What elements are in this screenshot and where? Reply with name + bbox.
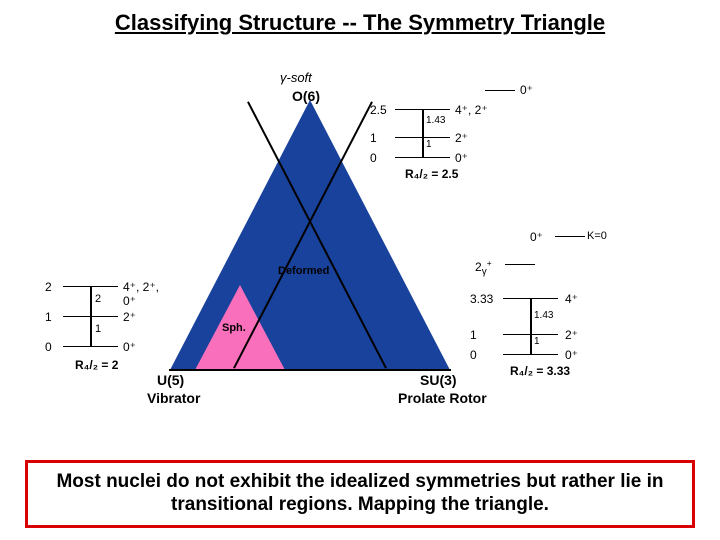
beta-line-k0 — [555, 236, 585, 237]
spectrum-u5: 2 4⁺, 2⁺, 0⁺ 1 2⁺ 0 0⁺ 2 1 R₄/₂ = 2 — [45, 280, 175, 370]
triangle-edge-bottom — [169, 369, 451, 371]
label-spherical: Sph. — [222, 322, 246, 334]
u5-j0: 0⁺ — [123, 340, 136, 354]
u5-arrow — [90, 286, 92, 346]
u5-gap1: 1 — [95, 323, 101, 335]
su3-e2: 3.33 — [470, 292, 493, 306]
beta-0plus: 0⁺ — [530, 230, 543, 244]
u5-e0: 0 — [45, 340, 52, 354]
vertex-br-desc: Prolate Rotor — [398, 390, 487, 406]
u5-r42: R₄/₂ = 2 — [75, 358, 118, 372]
o6-e1: 1 — [370, 131, 377, 145]
o6-gap1: 1 — [426, 139, 432, 150]
vertex-bl-desc: Vibrator — [147, 390, 200, 406]
beta-k0: K=0 — [587, 230, 607, 242]
vertex-top-group: O(6) — [292, 88, 320, 104]
u5-j2: 4⁺, 2⁺, 0⁺ — [123, 280, 175, 308]
u5-e2: 2 — [45, 280, 52, 294]
o6-j0: 0⁺ — [455, 151, 468, 165]
spectrum-beta: 0⁺ K=0 2γ+ — [475, 230, 595, 280]
o6-lvl0 — [395, 157, 450, 158]
u5-gap2: 2 — [95, 293, 101, 305]
o6-e2: 2.5 — [370, 103, 387, 117]
su3-j1: 2⁺ — [565, 328, 578, 342]
o6-r42: R₄/₂ = 2.5 — [405, 167, 458, 181]
u5-j1: 2⁺ — [123, 310, 136, 324]
vertex-bl-group: U(5) — [157, 372, 184, 388]
su3-r42: R₄/₂ = 3.33 — [510, 364, 570, 378]
o6-arrow — [422, 109, 424, 157]
footer-callout: Most nuclei do not exhibit the idealized… — [25, 460, 695, 528]
su3-j2: 4⁺ — [565, 292, 578, 306]
o6-j2: 4⁺, 2⁺ — [455, 103, 488, 117]
su3-j0: 0⁺ — [565, 348, 578, 362]
su3-gap2: 1.43 — [534, 310, 553, 321]
u5-lvl-line-0 — [63, 346, 118, 347]
o6-j3: 0⁺ — [520, 83, 533, 97]
su3-e0: 0 — [470, 348, 477, 362]
beta-2g: 2γ+ — [475, 258, 492, 277]
su3-arrow — [530, 298, 532, 354]
spectrum-su3: 3.33 4⁺ 1 2⁺ 0 0⁺ 1.43 1 R₄/₂ = 3.33 — [470, 292, 670, 387]
vertex-br-group: SU(3) — [420, 372, 457, 388]
o6-j1: 2⁺ — [455, 131, 468, 145]
o6-gap2: 1.43 — [426, 115, 445, 126]
beta-line-2g — [505, 264, 535, 265]
su3-e1: 1 — [470, 328, 477, 342]
u5-e1: 1 — [45, 310, 52, 324]
su3-lvl0 — [503, 354, 558, 355]
su3-gap1: 1 — [534, 336, 540, 347]
label-deformed: Deformed — [278, 265, 329, 277]
o6-lvl-0plus — [485, 90, 515, 91]
vertex-top-desc: γ-soft — [280, 70, 312, 85]
o6-e0: 0 — [370, 151, 377, 165]
spectrum-o6: 0⁺ 2.5 4⁺, 2⁺ 1 2⁺ 0 0⁺ 1.43 1 R₄/₂ = 2.… — [370, 85, 550, 180]
page-title: Classifying Structure -- The Symmetry Tr… — [0, 10, 720, 36]
